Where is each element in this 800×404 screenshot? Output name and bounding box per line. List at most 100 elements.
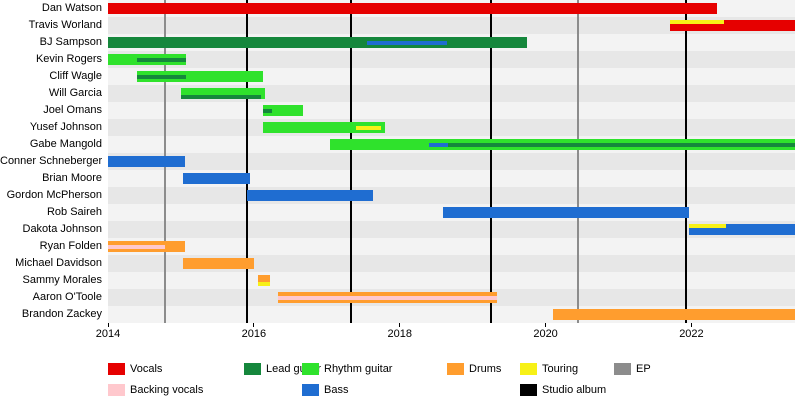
legend-item-backing-vocals: Backing vocals (108, 383, 203, 397)
member-label: Dakota Johnson (22, 223, 103, 235)
legend-swatch-bass (302, 384, 319, 396)
legend-label: Vocals (130, 363, 163, 375)
bar-lead-guitar (262, 109, 273, 113)
studio-album-release-line (245, 0, 248, 323)
legend-label: Backing vocals (130, 384, 204, 396)
row-stripe (108, 238, 795, 255)
ep-release-line (577, 0, 580, 323)
member-label: Gordon McPherson (6, 189, 102, 201)
bar-drums (183, 258, 254, 269)
x-tick-label: 2022 (679, 328, 704, 340)
bar-rhythm-guitar (180, 88, 265, 99)
member-label: Michael Davidson (15, 257, 102, 269)
bar-drums (257, 275, 270, 286)
member-label: Gabe Mangold (29, 138, 102, 150)
x-tick-label: 2018 (387, 328, 412, 340)
row-stripe (108, 119, 795, 136)
legend-label: Drums (469, 363, 502, 375)
legend-item-studio-album: Studio album (520, 383, 606, 397)
row-stripe (108, 255, 795, 272)
legend-item-bass: Bass (302, 383, 348, 397)
bar-rhythm-guitar (262, 122, 386, 133)
legend-item-touring: Touring (520, 362, 578, 376)
legend-label: EP (636, 363, 651, 375)
bar-bass (108, 156, 185, 167)
legend-swatch-vocals (108, 363, 125, 375)
legend-swatch-touring (520, 363, 537, 375)
row-stripe (108, 51, 795, 68)
row-stripe (108, 272, 795, 289)
legend-label: Rhythm guitar (324, 363, 393, 375)
row-stripe (108, 102, 795, 119)
bar-touring (257, 282, 270, 286)
member-label: Brandon Zackey (21, 308, 102, 320)
row-stripe (108, 153, 795, 170)
studio-album-release-line (489, 0, 492, 323)
legend-swatch-ep (614, 363, 631, 375)
member-label: Cliff Wagle (49, 70, 102, 82)
x-tick (107, 323, 109, 327)
member-label: Yusef Johnson (29, 121, 102, 133)
member-label: Aaron O'Toole (32, 291, 102, 303)
x-tick (545, 323, 547, 327)
legend-swatch-rhythm-guitar (302, 363, 319, 375)
legend-swatch-drums (447, 363, 464, 375)
bar-lead-guitar (108, 37, 528, 48)
bar-bass (443, 207, 690, 218)
bar-lead-guitar (447, 143, 795, 147)
member-label: Ryan Folden (39, 240, 102, 252)
x-tick-label: 2014 (95, 328, 121, 340)
studio-album-release-line (684, 0, 687, 323)
member-label: Rob Saireh (46, 206, 102, 218)
member-label: Travis Worland (28, 19, 102, 31)
legend-label: Studio album (542, 384, 607, 396)
member-label: Joel Omans (43, 104, 102, 116)
legend-label: Bass (324, 384, 349, 396)
bar-rhythm-guitar (137, 71, 263, 82)
row-stripe (108, 68, 795, 85)
bar-lead-guitar (137, 75, 187, 79)
studio-album-release-line (349, 0, 352, 323)
legend-item-drums: Drums (447, 362, 501, 376)
legend-swatch-lead-guitar (244, 363, 261, 375)
row-stripe (108, 187, 795, 204)
member-label: Will Garcia (48, 87, 102, 99)
bar-bass (246, 190, 374, 201)
x-tick-label: 2020 (533, 328, 558, 340)
bar-touring (689, 224, 727, 228)
member-label: Conner Schneberger (0, 155, 103, 167)
bar-lead-guitar (137, 58, 187, 62)
member-label: BJ Sampson (39, 36, 102, 48)
row-stripe (108, 85, 795, 102)
legend-item-ep: EP (614, 362, 651, 376)
member-label: Dan Watson (41, 2, 102, 14)
row-stripe (108, 17, 795, 34)
legend-swatch-studio-album (520, 384, 537, 396)
bar-backing-vocals (108, 245, 165, 249)
row-stripe (108, 170, 795, 187)
bar-bass (428, 143, 448, 147)
bar-backing-vocals (277, 296, 497, 300)
member-label: Sammy Morales (22, 274, 102, 286)
bar-drums (552, 309, 795, 320)
legend-label: Touring (542, 363, 579, 375)
bar-touring (669, 20, 725, 24)
legend-item-rhythm-guitar: Rhythm guitar (302, 362, 392, 376)
legend-swatch-backing-vocals (108, 384, 125, 396)
member-label: Brian Moore (42, 172, 102, 184)
legend-item-vocals: Vocals (108, 362, 162, 376)
bar-lead-guitar (180, 95, 262, 99)
x-tick (253, 323, 255, 327)
row-stripe (108, 221, 795, 238)
bar-vocals (669, 20, 795, 31)
bar-bass (689, 224, 795, 235)
bar-rhythm-guitar (262, 105, 303, 116)
x-tick (690, 323, 692, 327)
bar-bass (366, 41, 448, 45)
bar-bass (183, 173, 251, 184)
x-tick (399, 323, 401, 327)
member-label: Kevin Rogers (35, 53, 102, 65)
bar-vocals (108, 3, 717, 14)
x-tick-label: 2016 (241, 328, 267, 340)
